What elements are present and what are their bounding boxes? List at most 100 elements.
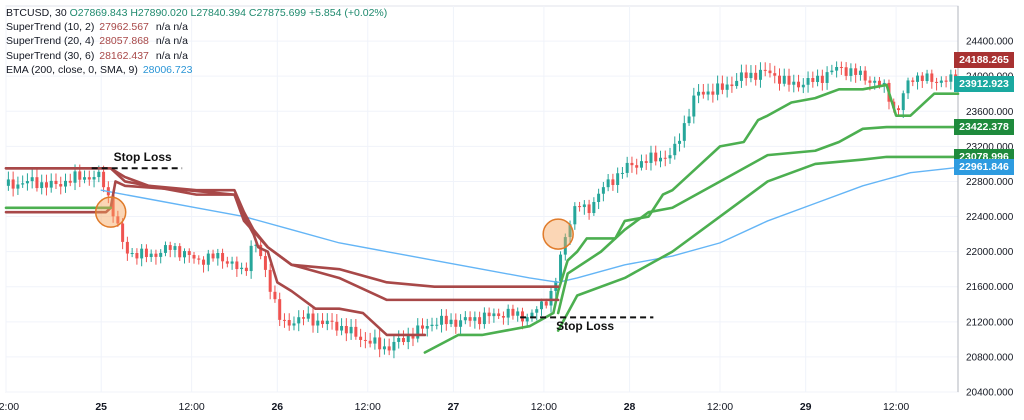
candle-body <box>687 116 691 124</box>
legend-indicator-supertrend-20-4[interactable]: SuperTrend (20, 4) 28057.868 n/a n/a <box>6 34 387 48</box>
candle-body <box>616 173 620 186</box>
candle-body <box>668 155 672 159</box>
candle-body <box>306 313 310 319</box>
candle-body <box>178 246 182 258</box>
candle-body <box>68 180 72 183</box>
candle-body <box>144 248 148 258</box>
ohlc-high: H27890.020 <box>130 7 188 19</box>
supertrend-down-line <box>4 180 427 337</box>
candle-body <box>49 180 53 188</box>
candle-body <box>359 336 363 340</box>
candle-body <box>739 72 743 81</box>
candle-body <box>21 183 25 185</box>
y-tick-label: 20400.000 <box>966 388 1014 399</box>
candle-body <box>282 319 286 321</box>
candle-body <box>111 195 115 217</box>
y-tick-label: 22400.000 <box>966 212 1014 223</box>
candle-body <box>697 91 701 96</box>
candle-body <box>478 317 482 325</box>
crossover-marker <box>94 196 127 228</box>
candle-body <box>911 80 915 82</box>
candle-body <box>930 73 934 82</box>
candle-body <box>601 187 605 194</box>
candle-body <box>863 70 867 81</box>
candle-body <box>11 179 15 189</box>
candle-body <box>121 223 125 242</box>
candle-body <box>578 206 582 208</box>
candle-body <box>425 326 429 329</box>
candle-body <box>302 317 305 319</box>
candle-body <box>720 83 724 90</box>
candle-body <box>97 171 101 178</box>
price-tag-supertrend-20: 23422.378 <box>954 118 1014 135</box>
candle-body <box>811 78 815 82</box>
candle-body <box>535 309 539 313</box>
candle-body <box>939 80 943 83</box>
candle-body <box>692 95 696 117</box>
candle-body <box>335 321 339 331</box>
candle-body <box>254 244 258 246</box>
candle-body <box>835 66 839 71</box>
legend-indicator-supertrend-30-6[interactable]: SuperTrend (30, 6) 28162.437 n/a n/a <box>6 49 387 63</box>
candle-body <box>163 245 167 253</box>
x-tick-label: 25 <box>95 401 107 413</box>
candle-body <box>278 299 282 320</box>
crossover-marker <box>542 218 574 250</box>
candle-body <box>611 179 615 186</box>
candle-body <box>211 253 215 259</box>
candle-body <box>592 201 596 214</box>
candles-group <box>6 61 958 359</box>
ohlc-open: O27869.843 <box>69 7 128 19</box>
candle-body <box>116 216 120 224</box>
ohlc-low: L27840.394 <box>190 7 246 19</box>
y-tick-label: 20800.000 <box>966 352 1014 363</box>
candle-body <box>287 319 291 326</box>
indicator-value: 28162.437 <box>99 49 149 62</box>
candle-body <box>430 324 434 327</box>
candle-body <box>725 84 729 90</box>
candle-body <box>573 206 577 225</box>
candle-body <box>401 337 405 343</box>
candle-body <box>730 84 734 87</box>
x-tick-label: 12:00 <box>178 401 204 413</box>
candle-body <box>549 290 553 306</box>
indicator-extra: n/a n/a <box>155 21 188 34</box>
indicator-label: EMA (200, close, 0, SMA, 9) <box>6 63 138 76</box>
candle-body <box>240 267 244 270</box>
candle-body <box>135 253 139 259</box>
candle-body <box>906 80 910 94</box>
candle-body <box>459 320 463 327</box>
indicator-extra: n/a n/a <box>155 49 188 62</box>
y-tick-label: 21200.000 <box>966 317 1014 328</box>
candle-body <box>30 177 34 182</box>
candle-body <box>249 245 253 272</box>
legend-indicator-ema[interactable]: EMA (200, close, 0, SMA, 9) 28006.723 <box>6 63 387 77</box>
candle-body <box>606 179 610 188</box>
x-tick-label: 12:00 <box>355 401 381 413</box>
y-tick-label: 22800.000 <box>966 177 1014 188</box>
candle-body <box>235 261 239 270</box>
candle-body <box>416 325 420 339</box>
candle-body <box>497 313 501 317</box>
symbol-label[interactable]: BTCUSD, 30 <box>6 7 67 19</box>
x-tick-label: 29 <box>800 401 812 413</box>
candle-body <box>421 325 424 329</box>
candle-body <box>935 81 939 83</box>
legend-indicator-supertrend-10-2[interactable]: SuperTrend (10, 2) 27962.567 n/a n/a <box>6 20 387 34</box>
candle-body <box>406 335 410 343</box>
x-tick-label: 28 <box>624 401 636 413</box>
candle-body <box>654 152 658 162</box>
candle-body <box>449 319 453 325</box>
candle-body <box>797 81 801 88</box>
candle-body <box>368 340 372 344</box>
candle-body <box>639 161 643 168</box>
candle-body <box>397 337 401 342</box>
candle-body <box>16 184 20 189</box>
candle-body <box>173 246 177 250</box>
candle-body <box>378 337 382 350</box>
chart-legend: BTCUSD, 30 O27869.843 H27890.020 L27840.… <box>6 6 387 77</box>
plot-frame <box>5 5 959 393</box>
candle-body <box>444 315 448 325</box>
